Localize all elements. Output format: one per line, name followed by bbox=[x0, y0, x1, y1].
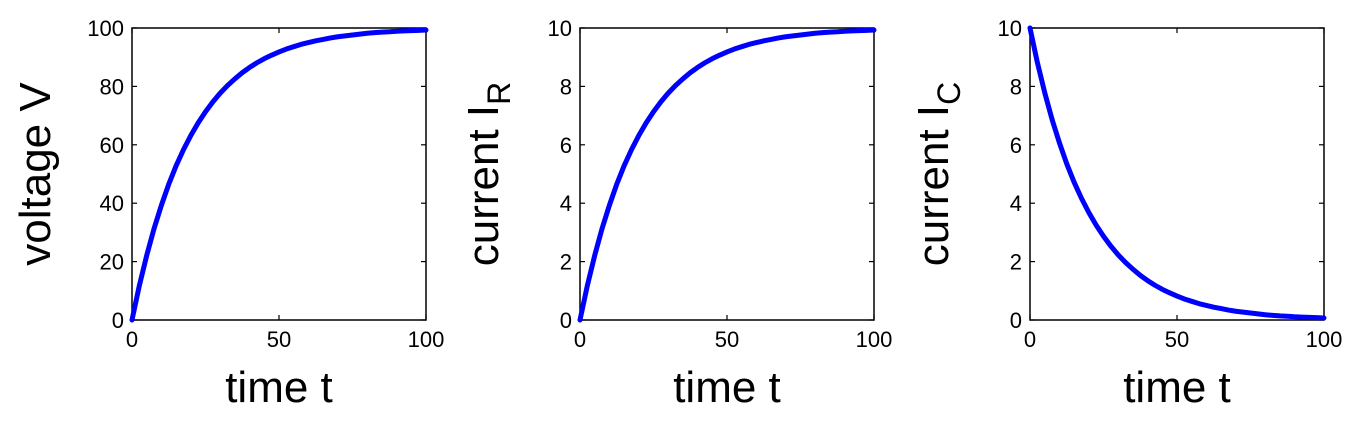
y-tick-label: 40 bbox=[100, 191, 124, 216]
y-tick-label: 8 bbox=[1010, 74, 1022, 99]
x-axis-label: time t bbox=[673, 363, 781, 412]
y-tick-label: 2 bbox=[560, 250, 572, 275]
x-tick-label: 100 bbox=[408, 327, 445, 352]
y-tick-label: 8 bbox=[560, 74, 572, 99]
y-axis-label-subscript: R bbox=[481, 82, 517, 105]
x-tick-label: 0 bbox=[1024, 327, 1036, 352]
x-tick-label: 0 bbox=[126, 327, 138, 352]
y-tick-label: 0 bbox=[112, 308, 124, 333]
y-axis-label-subscript: C bbox=[931, 82, 967, 105]
x-tick-label: 50 bbox=[1165, 327, 1189, 352]
chart-panel-3: 0 50 100 0 2 4 6 8 10 time t current IC bbox=[909, 16, 1342, 412]
x-tick-label: 100 bbox=[856, 327, 893, 352]
series-line-1 bbox=[129, 27, 429, 323]
y-tick-label: 4 bbox=[1010, 191, 1022, 216]
x-axis-label: time t bbox=[225, 363, 333, 412]
x-axis-label: time t bbox=[1123, 363, 1231, 412]
y-tick-label: 10 bbox=[548, 16, 572, 41]
y-tick-label: 6 bbox=[1010, 133, 1022, 158]
y-axis-label-text: current I bbox=[459, 105, 508, 266]
plot-frame bbox=[1029, 27, 1325, 321]
plot-frame bbox=[131, 27, 427, 321]
y-tick-label: 6 bbox=[560, 133, 572, 158]
y-tick-label: 0 bbox=[560, 308, 572, 333]
y-tick-label: 80 bbox=[100, 74, 124, 99]
x-tick-label: 50 bbox=[267, 327, 291, 352]
y-tick-label: 10 bbox=[998, 16, 1022, 41]
y-tick-label: 4 bbox=[560, 191, 572, 216]
y-tick-label: 100 bbox=[87, 16, 124, 41]
chart-panel-2: 0 50 100 0 2 4 6 8 10 time t current IR bbox=[459, 16, 892, 412]
y-axis-label: voltage V bbox=[11, 82, 60, 266]
y-axis-label: current IC bbox=[909, 82, 967, 267]
series-line-1 bbox=[577, 27, 877, 323]
x-tick-label: 50 bbox=[715, 327, 739, 352]
x-tick-label: 100 bbox=[1306, 327, 1343, 352]
y-tick-label: 20 bbox=[100, 250, 124, 275]
y-tick-label: 0 bbox=[1010, 308, 1022, 333]
y-axis-label-text: current I bbox=[909, 105, 958, 266]
chart-panel-1: 0 50 100 0 20 40 60 80 100 time t voltage V bbox=[11, 16, 444, 412]
x-tick-label: 0 bbox=[574, 327, 586, 352]
y-axis-label-text: voltage V bbox=[11, 82, 60, 266]
plot-frame bbox=[579, 27, 875, 321]
y-tick-label: 60 bbox=[100, 133, 124, 158]
series-line-1 bbox=[1027, 25, 1327, 321]
y-axis-label: current IR bbox=[459, 82, 517, 267]
y-tick-label: 2 bbox=[1010, 250, 1022, 275]
